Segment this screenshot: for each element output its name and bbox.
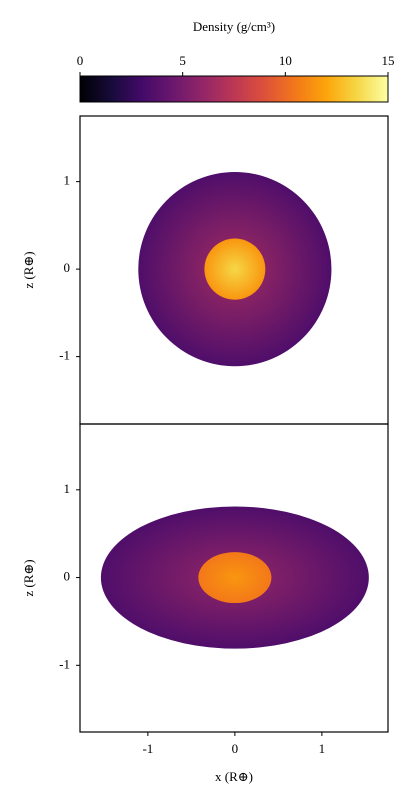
y-axis-label: z (R⊕): [21, 251, 36, 288]
panel-content: [138, 172, 332, 367]
panel-content: [100, 506, 369, 649]
x-tick-label: -1: [142, 741, 153, 756]
y-tick-label: 1: [64, 173, 71, 188]
x-tick-label: 0: [232, 741, 239, 756]
colorbar: [79, 75, 389, 103]
density-region: [204, 238, 266, 300]
y-tick-label: 0: [64, 260, 71, 275]
x-tick-label: 1: [319, 741, 326, 756]
colorbar-tick-label: 5: [179, 53, 186, 68]
y-tick-label: 1: [64, 481, 71, 496]
y-tick-label: 0: [64, 569, 71, 584]
y-axis-label: z (R⊕): [21, 559, 36, 596]
y-tick-label: -1: [59, 656, 70, 671]
y-tick-label: -1: [59, 348, 70, 363]
colorbar-tick-label: 15: [382, 53, 395, 68]
x-axis-label: x (R⊕): [215, 769, 253, 784]
colorbar-label: Density (g/cm³): [193, 19, 275, 34]
colorbar-tick-label: 10: [279, 53, 292, 68]
colorbar-tick-label: 0: [77, 53, 84, 68]
density-region: [198, 552, 272, 604]
